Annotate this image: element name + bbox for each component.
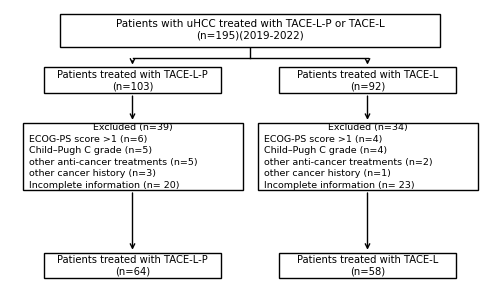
Text: Patients treated with TACE-L
(n=58): Patients treated with TACE-L (n=58) [297, 255, 438, 276]
Text: Incomplete information (n= 20): Incomplete information (n= 20) [28, 181, 179, 190]
FancyBboxPatch shape [44, 67, 221, 93]
FancyBboxPatch shape [60, 13, 440, 46]
Text: Patients treated with TACE-L
(n=92): Patients treated with TACE-L (n=92) [297, 69, 438, 91]
Text: Excluded (n=39): Excluded (n=39) [92, 123, 172, 132]
FancyBboxPatch shape [279, 253, 456, 278]
Text: Child–Pugh C grade (n=4): Child–Pugh C grade (n=4) [264, 146, 386, 155]
Text: other anti-cancer treatments (n=5): other anti-cancer treatments (n=5) [28, 158, 197, 167]
FancyBboxPatch shape [258, 123, 478, 190]
FancyBboxPatch shape [279, 67, 456, 93]
Text: other cancer history (n=1): other cancer history (n=1) [264, 169, 390, 178]
Text: Patients with uHCC treated with TACE-L-P or TACE-L
(n=195)(2019-2022): Patients with uHCC treated with TACE-L-P… [116, 19, 384, 41]
Text: other cancer history (n=3): other cancer history (n=3) [28, 169, 156, 178]
Text: Incomplete information (n= 23): Incomplete information (n= 23) [264, 181, 414, 190]
FancyBboxPatch shape [44, 253, 221, 278]
Text: ECOG-PS score >1 (n=4): ECOG-PS score >1 (n=4) [264, 135, 382, 144]
FancyBboxPatch shape [22, 123, 242, 190]
Text: Patients treated with TACE-L-P
(n=103): Patients treated with TACE-L-P (n=103) [57, 69, 208, 91]
Text: Patients treated with TACE-L-P
(n=64): Patients treated with TACE-L-P (n=64) [57, 255, 208, 276]
Text: ECOG-PS score >1 (n=6): ECOG-PS score >1 (n=6) [28, 135, 147, 144]
Text: other anti-cancer treatments (n=2): other anti-cancer treatments (n=2) [264, 158, 432, 167]
Text: Child–Pugh C grade (n=5): Child–Pugh C grade (n=5) [28, 146, 152, 155]
Text: Excluded (n=34): Excluded (n=34) [328, 123, 407, 132]
